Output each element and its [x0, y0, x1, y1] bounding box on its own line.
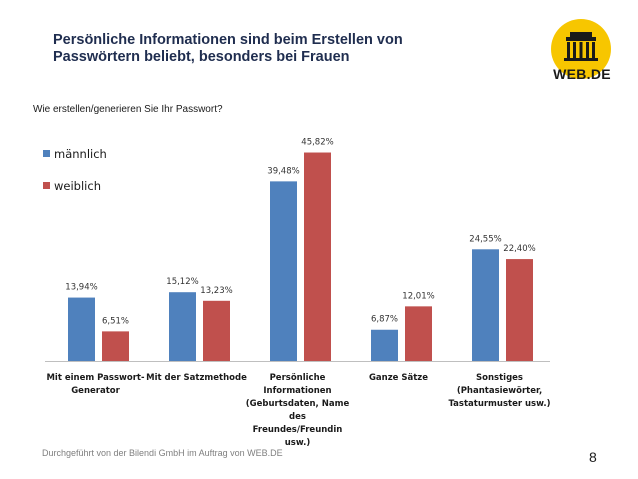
bar-female-2: [304, 152, 331, 361]
bar-female-4: [506, 259, 533, 361]
category-label: Mit der Satzmethode: [146, 373, 247, 383]
category-label: Persönliche: [270, 373, 326, 383]
data-label: 6,87%: [371, 315, 398, 325]
bar-male-4: [472, 249, 499, 361]
category-label: Generator: [71, 386, 120, 396]
data-label: 39,48%: [267, 166, 299, 176]
category-label: usw.): [285, 438, 311, 448]
data-label: 13,94%: [65, 283, 97, 293]
data-label: 45,82%: [301, 138, 333, 148]
category-label: Ganze Sätze: [369, 373, 428, 383]
category-label: des: [289, 412, 306, 422]
chart-question: Wie erstellen/generieren Sie Ihr Passwor…: [33, 104, 223, 115]
bar-female-3: [405, 306, 432, 361]
page-number: 8: [589, 449, 597, 465]
data-label: 15,12%: [166, 277, 198, 287]
category-label: Tastaturmuster usw.): [448, 399, 550, 409]
data-label: 6,51%: [102, 316, 129, 326]
footer-note: Durchgeführt von der Bilendi GmbH im Auf…: [42, 448, 283, 458]
data-label: 24,55%: [469, 234, 501, 244]
bar-male-0: [68, 297, 95, 361]
legend-swatch-male: [43, 150, 50, 157]
data-label: 22,40%: [503, 244, 535, 254]
legend-label: weiblich: [54, 179, 101, 193]
data-label: 12,01%: [402, 291, 434, 301]
category-label: (Phantasiewörter,: [457, 386, 542, 396]
bar-female-0: [102, 331, 129, 361]
bar-male-1: [169, 292, 196, 361]
bar-male-3: [371, 329, 398, 361]
category-label: Freundes/Freundin: [253, 425, 343, 435]
brandenburger-tor-icon: [551, 19, 611, 79]
category-label: Mit einem Passwort-: [46, 373, 145, 383]
bar-female-1: [203, 300, 230, 361]
slide-title: Persönliche Informationen sind beim Erst…: [53, 32, 403, 65]
logo-text: WEB.DE: [553, 66, 611, 82]
legend-label: männlich: [54, 147, 107, 161]
legend-swatch-female: [43, 182, 50, 189]
category-label: Sonstiges: [476, 373, 523, 383]
bar-male-2: [270, 181, 297, 361]
data-label: 13,23%: [200, 286, 232, 296]
category-label: (Geburtsdaten, Name: [246, 399, 350, 409]
category-label: Informationen: [263, 386, 331, 396]
